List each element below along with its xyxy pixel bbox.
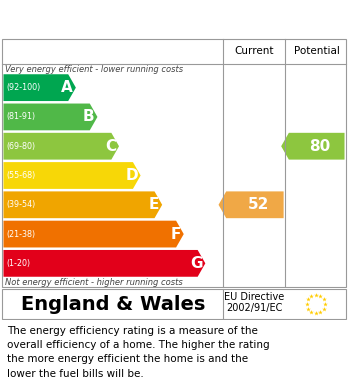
Text: (92-100): (92-100) [6, 83, 40, 92]
Text: The energy efficiency rating is a measure of the
overall efficiency of a home. T: The energy efficiency rating is a measur… [7, 326, 269, 379]
Text: (55-68): (55-68) [6, 171, 35, 180]
Text: 80: 80 [309, 139, 331, 154]
Polygon shape [3, 191, 162, 218]
Polygon shape [3, 104, 97, 130]
Polygon shape [219, 191, 284, 218]
Text: C: C [105, 139, 116, 154]
Text: Current: Current [234, 46, 274, 56]
Text: (39-54): (39-54) [6, 200, 35, 209]
Text: B: B [83, 109, 95, 124]
Polygon shape [281, 133, 345, 160]
Text: 52: 52 [248, 197, 269, 212]
Text: Not energy efficient - higher running costs: Not energy efficient - higher running co… [5, 278, 183, 287]
Text: E: E [149, 197, 159, 212]
Text: Very energy efficient - lower running costs: Very energy efficient - lower running co… [5, 65, 183, 74]
Text: (21-38): (21-38) [6, 230, 35, 239]
Text: A: A [61, 80, 73, 95]
Text: (69-80): (69-80) [6, 142, 35, 151]
Polygon shape [3, 221, 184, 248]
Text: EU Directive
2002/91/EC: EU Directive 2002/91/EC [224, 292, 284, 313]
Text: Energy Efficiency Rating: Energy Efficiency Rating [10, 11, 220, 27]
Polygon shape [3, 250, 205, 277]
Text: (1-20): (1-20) [6, 259, 30, 268]
Text: F: F [171, 226, 181, 242]
Text: G: G [190, 256, 203, 271]
Polygon shape [3, 162, 141, 189]
Text: (81-91): (81-91) [6, 113, 35, 122]
Text: Potential: Potential [294, 46, 340, 56]
Polygon shape [3, 133, 119, 160]
Text: D: D [125, 168, 138, 183]
Text: England & Wales: England & Wales [21, 294, 206, 314]
Polygon shape [3, 74, 76, 101]
